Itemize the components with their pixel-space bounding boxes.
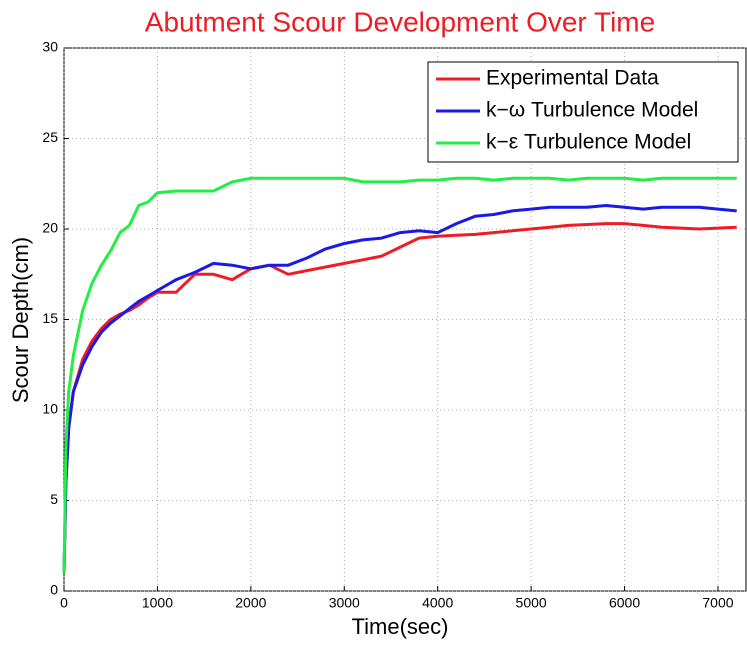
legend-label: k−ω Turbulence Model	[486, 99, 698, 122]
y-tick-label: 25	[42, 129, 58, 145]
series-line	[62, 204, 737, 573]
x-tick-label: 4000	[422, 595, 453, 611]
legend-label: Experimental Data	[486, 67, 659, 90]
chart-title: Abutment Scour Development Over Time	[145, 6, 655, 37]
x-tick-label: 0	[60, 595, 68, 611]
x-tick-label: 5000	[516, 595, 547, 611]
x-tick-label: 3000	[329, 595, 360, 611]
series-line	[62, 222, 737, 573]
x-tick-label: 7000	[702, 595, 733, 611]
y-tick-label: 10	[42, 401, 58, 417]
series-line	[62, 176, 737, 573]
y-tick-label: 30	[42, 39, 58, 55]
y-tick-label: 5	[50, 491, 58, 507]
x-tick-label: 2000	[235, 595, 266, 611]
legend-label: k−ε Turbulence Model	[486, 131, 691, 154]
x-tick-label: 6000	[609, 595, 640, 611]
y-tick-label: 0	[50, 582, 58, 598]
y-tick-label: 15	[42, 310, 58, 326]
x-tick-label: 1000	[142, 595, 173, 611]
y-tick-label: 20	[42, 220, 58, 236]
x-axis-label: Time(sec)	[352, 614, 449, 639]
y-axis-label: Scour Depth(cm)	[8, 237, 33, 403]
